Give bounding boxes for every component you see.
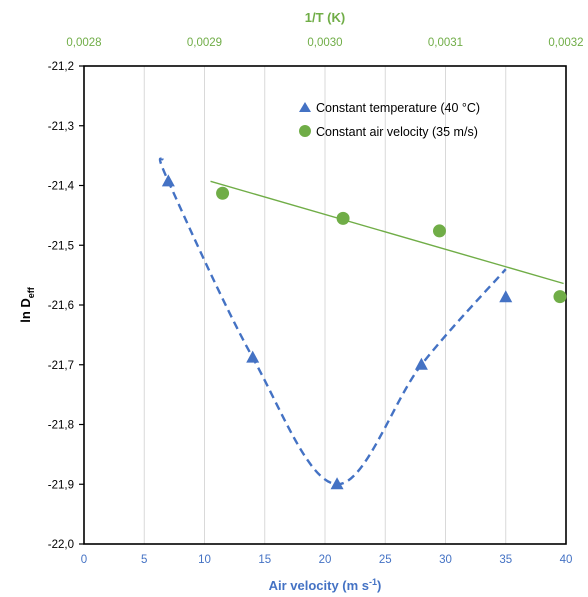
y-tick-label: -22,0 [48,539,74,551]
x-tick-label: 35 [499,554,512,566]
y-tick-label: -21,3 [48,121,74,133]
data-point-triangle [330,477,344,490]
x2-axis-title: 1/T (K) [305,10,345,25]
x-axis-title-main: Air velocity (m s [269,578,369,593]
x-tick-label: 15 [258,554,271,566]
data-point-circle [216,186,230,200]
data-point-triangle [499,290,513,303]
data-point-triangle [414,357,428,370]
data-markers [161,174,567,490]
legend: Constant temperature (40 °C) Constant ai… [299,101,480,139]
x2-tick-label: 0,0032 [548,37,583,49]
x-tick-label: 40 [560,554,573,566]
y-tick-label: -21,8 [48,420,74,432]
y-tick-label: -21,5 [48,240,74,252]
x2-tick-label: 0,0031 [428,37,463,49]
y-tick-label: -21,4 [48,181,75,193]
x-tick-label: 5 [141,554,147,566]
tick-labels: 0 5 10 15 20 25 30 35 40 0,0028 0,0029 0,0030 0,0031… [48,37,584,566]
x-tick-label: 25 [379,554,392,566]
data-point-triangle [246,350,260,363]
legend-triangle-marker [299,102,311,112]
x-axis-title-sup: -1 [369,577,377,587]
trendline-constant-temperature [158,157,507,486]
y-axis-title-main: ln D [18,298,33,323]
data-point-circle [553,290,567,304]
trendlines [158,157,564,486]
y-tick-label: -21,6 [48,300,74,312]
y-tick-label: -21,2 [48,61,74,73]
y-axis-title-sub: eff [26,286,36,298]
x-tick-label: 30 [439,554,452,566]
x2-tick-label: 0,0030 [307,37,342,49]
x-tick-label: 20 [319,554,332,566]
x-tick-label: 0 [81,554,87,566]
data-point-circle [432,224,446,238]
x-tick-label: 10 [198,554,211,566]
legend-circle-marker [299,125,311,137]
trendline-constant-air-velocity [210,180,564,285]
y-tick-label: -21,9 [48,479,74,491]
legend-label-constant-temperature: Constant temperature (40 °C) [316,101,480,115]
x2-tick-label: 0,0028 [66,37,101,49]
legend-label-constant-air-velocity: Constant air velocity (35 m/s) [316,125,478,139]
x-axis-title: Air velocity (m s-1) [269,577,382,593]
data-point-triangle [161,174,175,187]
y-axis-title: ln Deff [18,286,36,323]
x2-tick-label: 0,0029 [187,37,222,49]
data-point-circle [336,211,350,225]
x-axis-title-end: ) [377,578,381,593]
y-tick-label: -21,7 [48,360,74,372]
